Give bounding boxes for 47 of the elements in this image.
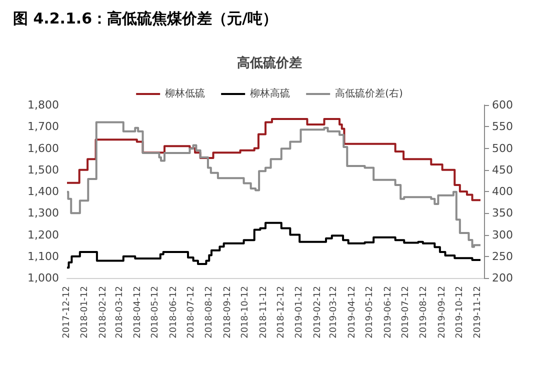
x-tick-label: 2018-06-12 xyxy=(168,286,179,338)
x-tick-label: 2019-08-12 xyxy=(419,286,430,338)
y2-tick-label: 450 xyxy=(492,163,513,176)
x-tick-label: 2019-10-12 xyxy=(454,286,465,338)
x-tick-label: 2018-04-12 xyxy=(133,286,144,338)
y-tick-label: 1,400 xyxy=(28,185,59,198)
chart-subtitle: 高低硫价差 xyxy=(237,55,302,71)
x-tick-label: 2018-02-12 xyxy=(98,286,108,338)
x-tick-label: 2018-07-12 xyxy=(186,286,197,338)
x-tick-label: 2018-05-12 xyxy=(150,286,161,338)
y2-tick-label: 500 xyxy=(492,142,513,155)
y2-tick-label: 550 xyxy=(492,120,513,134)
y-tick-label: 1,500 xyxy=(28,163,59,176)
x-tick-label: 2018-08-12 xyxy=(204,286,215,338)
y2-tick-label: 400 xyxy=(492,185,513,198)
x-tick-label: 2018-10-12 xyxy=(240,286,251,338)
x-tick-label: 2019-03-12 xyxy=(329,286,340,338)
y2-tick-label: 300 xyxy=(492,228,513,242)
y-tick-label: 1,300 xyxy=(28,206,59,220)
y-tick-label: 1,200 xyxy=(28,228,59,242)
x-tick-label: 2019-09-12 xyxy=(437,286,448,338)
chart-title: 图 4.2.1.6：高低硫焦煤价差（元/吨） xyxy=(13,10,278,28)
y2-tick-label: 350 xyxy=(492,206,513,220)
x-tick-label: 2019-07-12 xyxy=(400,286,411,338)
x-tick-label: 2018-12-12 xyxy=(276,286,286,338)
x-tick-label: 2018-01-12 xyxy=(80,286,90,338)
x-tick-label: 2019-02-12 xyxy=(312,286,323,338)
y-tick-label: 1,600 xyxy=(28,142,59,155)
y2-tick-label: 250 xyxy=(492,250,513,263)
x-tick-label: 2017-12-12 xyxy=(62,286,72,338)
y2-tick-label: 600 xyxy=(492,98,513,112)
x-tick-label: 2019-05-12 xyxy=(365,286,376,338)
y-tick-label: 1,100 xyxy=(28,250,59,263)
x-tick-label: 2018-03-12 xyxy=(114,286,125,338)
x-tick-label: 2019-01-12 xyxy=(294,286,305,338)
x-tick-label: 2018-09-12 xyxy=(222,286,233,338)
x-tick-label: 2019-04-12 xyxy=(347,286,358,338)
y-tick-label: 1,800 xyxy=(28,98,59,112)
x-tick-label: 2018-11-12 xyxy=(258,286,269,338)
y-tick-label: 1,000 xyxy=(28,272,59,284)
y2-tick-label: 200 xyxy=(492,272,513,284)
x-tick-label: 2019-06-12 xyxy=(383,286,394,338)
legend-label: 高低硫价差(右) xyxy=(335,88,403,100)
legend-label: 柳林高硫 xyxy=(250,88,290,100)
y-tick-label: 1,700 xyxy=(28,120,59,134)
legend-label: 柳林低硫 xyxy=(165,88,206,100)
x-tick-label: 2019-11-12 xyxy=(473,286,484,338)
